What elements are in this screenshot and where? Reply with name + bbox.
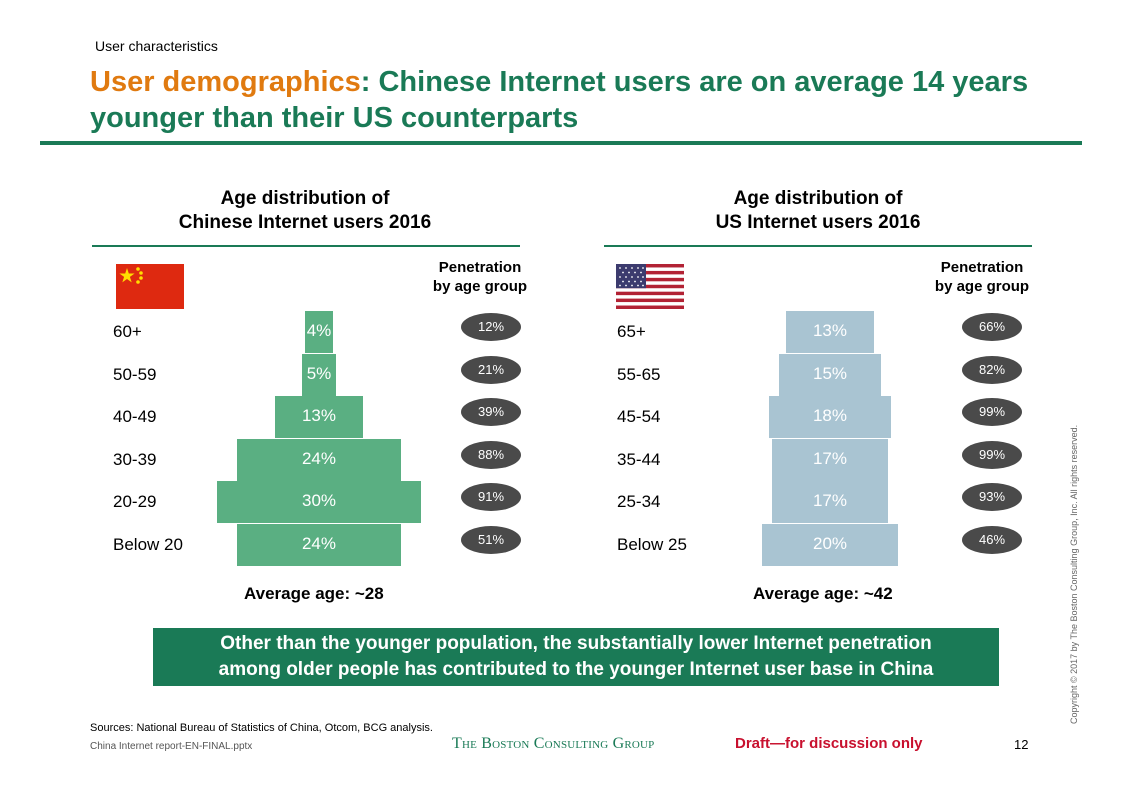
china-penetration-header-line1: Penetration — [438, 259, 522, 276]
us-age-bar: 13% — [785, 311, 875, 353]
china-age-bar: 30% — [217, 481, 421, 523]
page-title: User demographics: Chinese Internet user… — [90, 64, 1050, 136]
us-age-chart: 65+ 13% 66% 55-65 15% 82% 45-54 18% 99% 35-44 17% 9… — [617, 311, 1022, 566]
us-age-bar: 20% — [762, 523, 898, 566]
us-penetration-badge: 99% — [962, 440, 1022, 469]
us-age-label: 35-44 — [617, 449, 661, 469]
china-flag-icon — [116, 264, 184, 309]
china-age-bar: 4% — [305, 311, 333, 353]
bcg-logo: The Boston Consulting Group — [452, 735, 655, 752]
us-chart-title-line1: Age distribution of — [733, 188, 903, 209]
us-flag-icon — [616, 264, 684, 309]
china-chart-title-line2: Chinese Internet users 2016 — [178, 212, 432, 233]
us-penetration-header-line2: by age group — [934, 278, 1030, 295]
title-highlight: User demographics — [90, 66, 361, 98]
china-age-bar: 5% — [302, 353, 336, 396]
china-age-chart: 60+ 4% 12% 50-59 5% 21% 40-49 13% 39% 30-39 24% 88%… — [0, 0, 560, 620]
us-penetration-header: Penetration by age group — [922, 258, 1042, 296]
us-penetration-badge: 46% — [962, 525, 1022, 554]
china-age-bar: 24% — [237, 523, 401, 566]
us-penetration-badge: 99% — [962, 398, 1022, 426]
china-penetration-badge: 39% — [461, 398, 521, 426]
sources-note: Sources: National Bureau of Statistics o… — [90, 722, 433, 734]
china-age-label: 60+ — [113, 322, 142, 341]
us-age-bar: 18% — [768, 396, 892, 438]
us-age-bar: 17% — [772, 481, 888, 523]
china-age-label: 40-49 — [113, 407, 157, 426]
us-chart-rule — [604, 245, 1032, 247]
us-penetration-badge: 82% — [962, 355, 1022, 384]
china-age-label: 50-59 — [113, 364, 157, 384]
china-penetration-badge: 12% — [461, 313, 521, 341]
china-age-label: 20-29 — [113, 492, 157, 511]
china-chart-rule — [92, 245, 520, 247]
callout-line2: among older people has contributed to th… — [218, 659, 934, 680]
draft-notice: Draft—for discussion only — [735, 735, 923, 752]
file-name: China Internet report-EN-FINAL.pptx — [90, 741, 253, 752]
china-penetration-badge: 91% — [461, 483, 521, 511]
china-chart-title: Age distribution of Chinese Internet use… — [140, 187, 470, 235]
china-average-age: Average age: ~28 — [244, 584, 384, 603]
page-number: 12 — [1014, 737, 1029, 752]
us-age-label: 65+ — [617, 322, 646, 341]
china-chart-title-line1: Age distribution of — [220, 188, 390, 209]
china-age-bar: 24% — [237, 438, 401, 481]
china-age-bar: 13% — [274, 396, 364, 438]
us-chart-title: Age distribution of US Internet users 20… — [653, 187, 983, 235]
us-penetration-header-line1: Penetration — [940, 259, 1024, 276]
us-age-bar: 17% — [772, 438, 888, 481]
china-penetration-header-line2: by age group — [432, 278, 528, 295]
us-age-label: 25-34 — [617, 492, 661, 511]
china-age-label: Below 20 — [113, 534, 183, 554]
us-age-label: 45-54 — [617, 407, 661, 426]
us-average-age: Average age: ~42 — [753, 584, 893, 603]
callout-line1: Other than the younger population, the s… — [220, 633, 932, 654]
us-chart-title-line2: US Internet users 2016 — [715, 212, 921, 233]
title-divider — [40, 141, 1082, 145]
us-penetration-badge: 93% — [962, 483, 1022, 511]
key-takeaway-callout: Other than the younger population, the s… — [153, 628, 999, 686]
china-penetration-header: Penetration by age group — [420, 258, 540, 296]
us-age-bar: 15% — [779, 353, 881, 396]
us-age-label: 55-65 — [617, 364, 661, 384]
section-label: User characteristics — [95, 38, 218, 54]
china-age-label: 30-39 — [113, 449, 157, 469]
us-penetration-badge: 66% — [962, 313, 1022, 341]
title-rest: : Chinese Internet users are on average … — [90, 66, 1029, 134]
china-penetration-badge: 51% — [461, 525, 521, 554]
copyright-notice: Copyright © 2017 by The Boston Consultin… — [1069, 424, 1079, 724]
us-age-label: Below 25 — [617, 534, 687, 554]
china-penetration-badge: 21% — [461, 355, 521, 384]
china-penetration-badge: 88% — [461, 440, 521, 469]
